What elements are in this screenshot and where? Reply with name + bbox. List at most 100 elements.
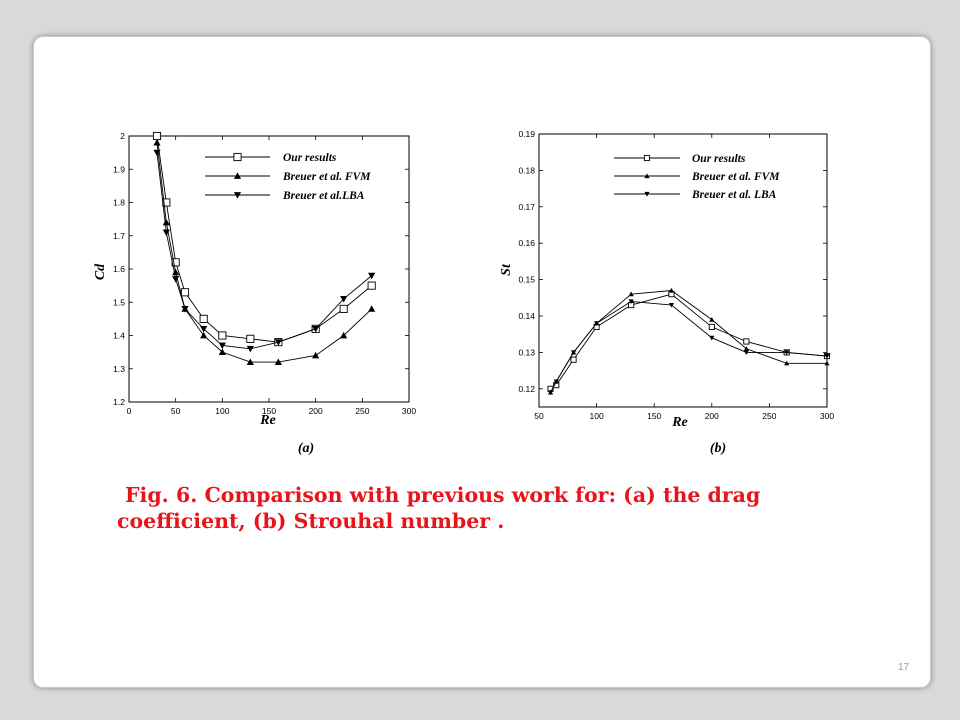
data-point bbox=[553, 379, 559, 385]
x-tick-label: 300 bbox=[402, 406, 416, 416]
x-tick-label: 200 bbox=[705, 411, 719, 421]
y-tick-label: 0.19 bbox=[518, 129, 535, 139]
data-point bbox=[367, 281, 376, 290]
series-line bbox=[550, 290, 827, 393]
legend-entry: Breuer et al. LBA bbox=[691, 189, 777, 201]
y-tick-label: 1.5 bbox=[113, 297, 125, 307]
data-point bbox=[547, 390, 554, 396]
caption-line-1: Fig. 6. Comparison with previous work fo… bbox=[125, 483, 761, 507]
y-tick-label: 0.18 bbox=[518, 165, 535, 175]
data-point bbox=[708, 323, 715, 330]
series-line bbox=[550, 300, 828, 393]
x-tick-label: 0 bbox=[127, 406, 132, 416]
data-point bbox=[218, 342, 226, 350]
x-tick-label: 250 bbox=[355, 406, 369, 416]
plot-frame bbox=[538, 133, 828, 408]
data-point bbox=[180, 288, 190, 297]
y-tick-label: 1.4 bbox=[113, 331, 125, 341]
y-tick-label: 0.14 bbox=[518, 311, 535, 321]
data-point bbox=[368, 272, 376, 280]
data-point bbox=[312, 351, 320, 359]
data-point bbox=[200, 331, 208, 339]
data-point bbox=[594, 321, 600, 326]
data-point bbox=[340, 296, 348, 303]
data-point bbox=[181, 306, 189, 313]
legend: Our results Breuer et al. FVM Breuer et al… bbox=[614, 153, 780, 201]
series-line bbox=[156, 135, 372, 343]
x-axis-label: Re bbox=[671, 415, 688, 430]
data-point bbox=[246, 345, 254, 353]
legend-marker bbox=[233, 192, 242, 199]
y-tick-label: 1.6 bbox=[113, 264, 125, 274]
chart-a: 0 50 100 150 200 250 300 1.2 1.3 1.4 1.5 1.6 1.7 1.8 1… bbox=[93, 131, 416, 456]
legend-entry: Our results bbox=[692, 153, 746, 165]
series-1 bbox=[547, 291, 831, 392]
data-point bbox=[162, 229, 170, 237]
data-point bbox=[218, 348, 226, 356]
y-tick-label: 0.12 bbox=[518, 384, 535, 394]
x-tick-label: 50 bbox=[171, 406, 181, 416]
legend-marker bbox=[233, 172, 242, 179]
page-number: 17 bbox=[898, 662, 910, 673]
data-point bbox=[628, 291, 634, 297]
data-point bbox=[743, 338, 750, 345]
figure-caption: Fig. 6. Comparison with previous work fo… bbox=[117, 482, 837, 534]
data-point bbox=[668, 303, 675, 308]
x-tick-label: 50 bbox=[534, 411, 544, 421]
x-tick-label: 100 bbox=[590, 411, 604, 421]
data-point bbox=[709, 335, 715, 341]
legend-entry: Breuer et al.LBA bbox=[282, 190, 365, 202]
data-point bbox=[218, 331, 227, 340]
y-tick-label: 1.7 bbox=[113, 231, 125, 241]
y-tick-label: 0.15 bbox=[518, 275, 535, 285]
series-2 bbox=[153, 139, 376, 365]
x-tick-label: 300 bbox=[820, 411, 834, 421]
data-point bbox=[274, 339, 282, 346]
data-point bbox=[153, 139, 161, 146]
y-tick-label: 1.8 bbox=[113, 198, 125, 208]
y-tick-label: 1.3 bbox=[113, 364, 125, 374]
legend-entry: Breuer et al. FVM bbox=[282, 171, 371, 183]
series-line bbox=[550, 293, 828, 390]
data-point bbox=[824, 353, 830, 359]
series-1 bbox=[152, 131, 376, 347]
series-2 bbox=[547, 287, 830, 395]
legend-entry: Breuer et al. FVM bbox=[691, 171, 780, 183]
x-tick-label: 150 bbox=[647, 411, 661, 421]
chart-b: 50 100 150 200 250 300 0.12 0.13 0.14 0.15 0.16 0.1… bbox=[499, 129, 834, 456]
data-point bbox=[709, 317, 715, 322]
data-point bbox=[246, 358, 254, 365]
series-3 bbox=[547, 299, 830, 396]
series-3 bbox=[153, 149, 376, 353]
data-point bbox=[784, 350, 790, 355]
data-point bbox=[339, 304, 348, 313]
x-tick-label: 200 bbox=[309, 406, 323, 416]
legend-marker bbox=[644, 191, 650, 197]
legend-entry: Our results bbox=[283, 152, 337, 164]
data-point bbox=[570, 356, 577, 363]
y-tick-label: 0.13 bbox=[518, 347, 535, 357]
data-point bbox=[340, 331, 348, 339]
data-point bbox=[172, 276, 180, 283]
data-point bbox=[152, 131, 162, 141]
data-point bbox=[199, 314, 208, 323]
data-point bbox=[824, 360, 830, 366]
data-point bbox=[743, 346, 749, 351]
y-tick-label: 0.16 bbox=[518, 238, 535, 248]
x-tick-label: 150 bbox=[262, 406, 276, 416]
legend-marker bbox=[644, 173, 650, 179]
chart-sublabel: (a) bbox=[298, 441, 314, 456]
legend: Our results Breuer et al. FVM Breuer et al… bbox=[205, 152, 371, 202]
chart-sublabel: (b) bbox=[710, 441, 726, 456]
y-tick-label: 1.2 bbox=[113, 397, 125, 407]
slide bbox=[33, 36, 931, 688]
data-point bbox=[743, 350, 749, 355]
y-axis-label: St bbox=[499, 263, 514, 276]
data-point bbox=[368, 305, 376, 312]
legend-marker bbox=[643, 154, 651, 162]
x-tick-label: 250 bbox=[762, 411, 776, 421]
data-point bbox=[784, 360, 790, 366]
data-point bbox=[246, 334, 255, 343]
x-tick-label: 100 bbox=[215, 406, 229, 416]
